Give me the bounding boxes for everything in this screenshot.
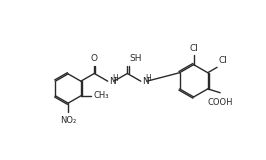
Text: Cl: Cl	[219, 56, 227, 65]
Text: N: N	[109, 77, 116, 86]
Text: Cl: Cl	[189, 44, 198, 53]
Text: CH₃: CH₃	[93, 91, 109, 100]
Text: N: N	[142, 77, 149, 86]
Text: NO₂: NO₂	[60, 116, 76, 125]
Text: SH: SH	[129, 54, 142, 63]
Text: H: H	[112, 74, 118, 83]
Text: O: O	[91, 54, 98, 63]
Text: H: H	[146, 74, 151, 83]
Text: COOH: COOH	[207, 98, 233, 107]
